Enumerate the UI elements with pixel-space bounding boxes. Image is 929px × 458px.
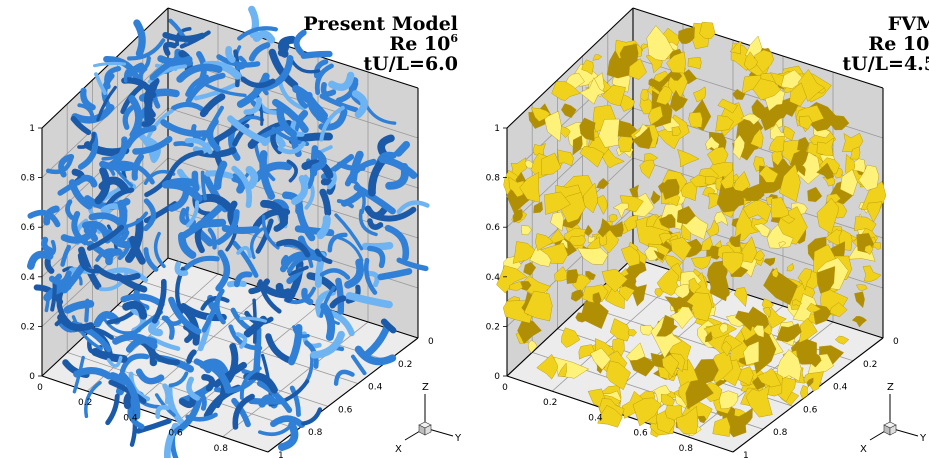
triad-z-label: Z bbox=[887, 382, 894, 393]
z-tick-label: 1 bbox=[494, 124, 500, 134]
z-tick-label: 0.8 bbox=[486, 174, 501, 184]
z-tick-label: 0 bbox=[494, 372, 500, 382]
z-tick-label: 0.4 bbox=[21, 273, 36, 283]
x-tick-label: 0 bbox=[37, 383, 43, 393]
left-reynolds-exponent: 6 bbox=[450, 32, 458, 45]
right-reynolds-prefix: Re 10 bbox=[868, 33, 929, 55]
right-time: tU/L=4.5 bbox=[842, 53, 929, 75]
left-panel: 0 0.2 0.4 0.6 0.8 1 0 0.2 0.4 0.6 0.8 1 0 0.2 0.4 0.6 0.… bbox=[0, 0, 464, 458]
triad-x-label: X bbox=[860, 444, 867, 455]
right-domain-plot: 0 0.2 0.4 0.6 0.8 1 0 0.2 0.4 0.6 0.8 1 0 0.2 0.4 0.6 0.… bbox=[486, 7, 927, 458]
triad-y-label: Y bbox=[919, 433, 927, 444]
y-tick-label: 1 bbox=[743, 451, 749, 458]
z-tick-label: 0.2 bbox=[486, 322, 500, 332]
z-tick-label: 0.6 bbox=[486, 223, 501, 233]
left-title: Present Model bbox=[303, 13, 458, 35]
right-reynolds: Re 106 bbox=[842, 34, 929, 54]
left-label-block: Present Model Re 106 tU/L=6.0 bbox=[303, 14, 458, 74]
x-tick-label: 0.8 bbox=[679, 444, 694, 454]
z-tick-label: 0.2 bbox=[21, 322, 35, 332]
triad-y-label: Y bbox=[454, 433, 462, 444]
y-tick-label: 0.4 bbox=[833, 383, 848, 393]
x-tick-label: 0 bbox=[502, 383, 508, 393]
x-tick-label: 0.4 bbox=[588, 413, 603, 423]
y-tick-label: 0.8 bbox=[773, 428, 788, 438]
right-title: FVM bbox=[887, 13, 929, 35]
y-tick-label: 0.6 bbox=[338, 405, 353, 415]
x-tick-label: 0.2 bbox=[543, 398, 557, 408]
y-tick-label: 0.2 bbox=[863, 360, 877, 370]
axis-triad: Z Y X bbox=[860, 382, 927, 455]
z-tick-label: 0 bbox=[29, 372, 35, 382]
z-tick-label: 1 bbox=[29, 124, 35, 134]
z-tick-label: 0.6 bbox=[21, 223, 36, 233]
left-reynolds: Re 106 bbox=[303, 32, 458, 55]
y-tick-label: 0.8 bbox=[308, 428, 323, 438]
y-tick-label: 0.4 bbox=[368, 383, 383, 393]
y-tick-label: 0 bbox=[428, 337, 434, 347]
isosurface-cloud bbox=[496, 21, 887, 438]
triad-x-label: X bbox=[395, 444, 402, 455]
z-tick-label: 0.8 bbox=[21, 174, 36, 184]
y-tick-label: 0 bbox=[893, 337, 899, 347]
left-domain-plot: 0 0.2 0.4 0.6 0.8 1 0 0.2 0.4 0.6 0.8 1 0 0.2 0.4 0.6 0.… bbox=[21, 5, 462, 458]
x-tick-label: 0.2 bbox=[78, 398, 92, 408]
x-tick-label: 0.6 bbox=[168, 429, 183, 439]
x-tick-label: 0.8 bbox=[214, 444, 229, 454]
z-tick-label: 0.4 bbox=[486, 273, 501, 283]
y-tick-label: 0.2 bbox=[398, 360, 412, 370]
left-reynolds-prefix: Re 10 bbox=[389, 33, 451, 55]
triad-z-label: Z bbox=[422, 382, 429, 393]
isosurface-cloud bbox=[27, 5, 430, 458]
y-tick-label: 0.6 bbox=[803, 405, 818, 415]
axis-triad: Z Y X bbox=[395, 382, 462, 455]
right-panel: 0 0.2 0.4 0.6 0.8 1 0 0.2 0.4 0.6 0.8 1 0 0.2 0.4 0.6 0.… bbox=[465, 0, 929, 458]
x-tick-label: 0.6 bbox=[633, 429, 648, 439]
y-tick-label: 1 bbox=[278, 451, 284, 458]
left-time: tU/L=6.0 bbox=[363, 53, 458, 75]
x-tick-label: 0.4 bbox=[123, 413, 138, 423]
right-label-block: FVM Re 106 tU/L=4.5 bbox=[842, 14, 929, 74]
